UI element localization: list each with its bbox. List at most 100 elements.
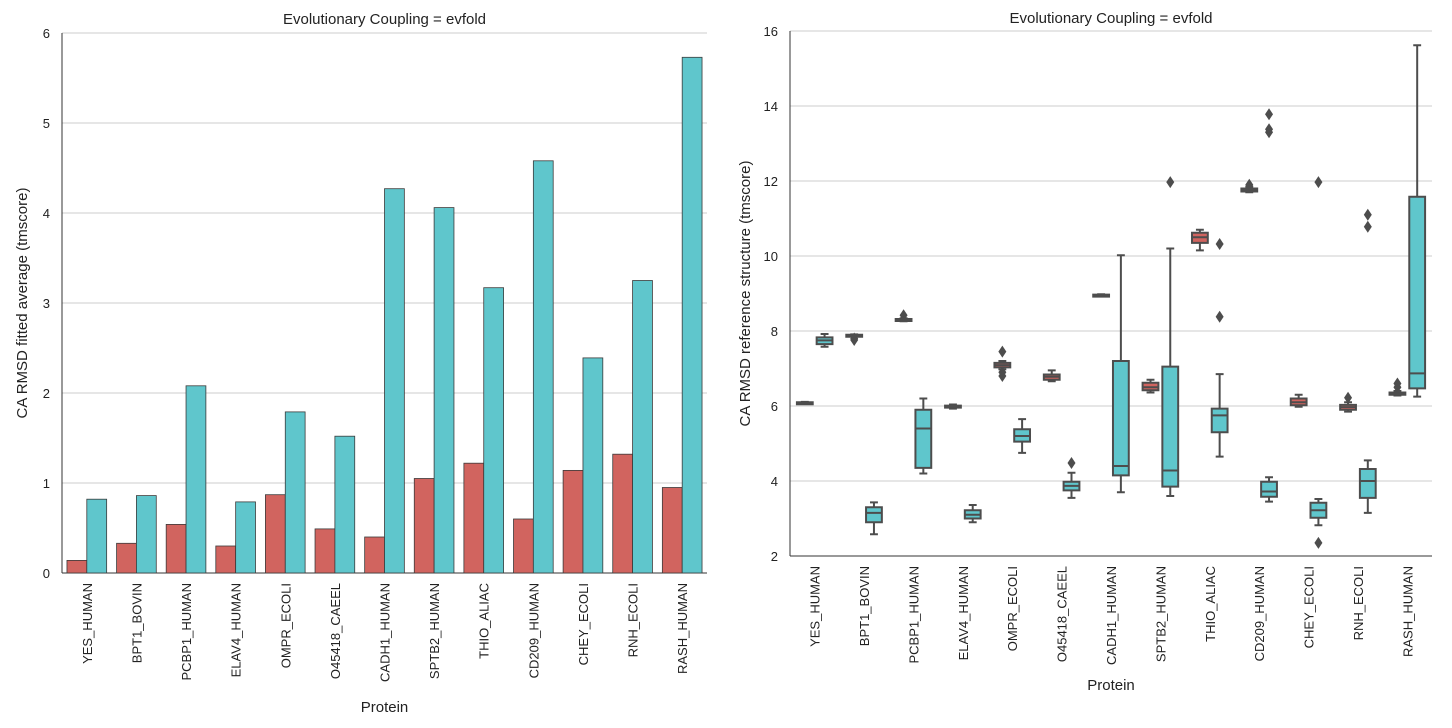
x-tick-label: OMPR_ECOLI bbox=[278, 583, 293, 668]
bar bbox=[513, 518, 534, 574]
y-tick-label: 16 bbox=[764, 24, 778, 39]
bar bbox=[86, 498, 108, 574]
box-flier bbox=[1314, 176, 1323, 189]
bar bbox=[165, 524, 187, 574]
x-tick-label: THIO_ALIAC bbox=[477, 583, 492, 659]
x-tick-label: BPT1_BOVIN bbox=[129, 583, 144, 663]
bar bbox=[413, 478, 435, 574]
bar bbox=[483, 287, 504, 574]
bar bbox=[364, 536, 385, 574]
bar bbox=[314, 528, 336, 574]
bar bbox=[384, 188, 405, 574]
bar bbox=[463, 462, 485, 574]
y-tick-label: 1 bbox=[43, 476, 50, 491]
box-body bbox=[1111, 360, 1130, 477]
x-tick-label: CADH1_HUMAN bbox=[1104, 566, 1119, 665]
y-tick-label: 2 bbox=[771, 549, 778, 564]
box-flier bbox=[1344, 391, 1353, 404]
bar bbox=[661, 487, 683, 574]
bar-chart-panel: 0 1 2 3 4 5 6 YES_HUMAN BPT1_BOVIN PCBP1_HUMAN ELA… bbox=[14, 11, 707, 716]
x-tick-label: CHEY_ECOLI bbox=[576, 583, 591, 665]
x-tick-label: CHEY_ECOLI bbox=[1302, 566, 1317, 648]
x-tick-label: RNH_ECOLI bbox=[1351, 566, 1366, 640]
bar bbox=[265, 494, 286, 574]
bar bbox=[433, 207, 455, 574]
y-tick-label: 6 bbox=[43, 26, 50, 41]
bar bbox=[185, 385, 207, 574]
box-body bbox=[1210, 407, 1229, 434]
box-flier bbox=[1067, 457, 1076, 469]
box-flier bbox=[998, 345, 1007, 358]
bar bbox=[532, 160, 554, 574]
x-tick-label: ELAV4_HUMAN bbox=[956, 566, 971, 660]
box-flier bbox=[1215, 238, 1224, 250]
x-tick-label: PCBP1_HUMAN bbox=[179, 583, 194, 681]
box-flier bbox=[1245, 178, 1254, 191]
x-tick-label: CD209_HUMAN bbox=[526, 583, 541, 678]
x-tick-label: OMPR_ECOLI bbox=[1005, 566, 1020, 651]
x-tick-label: RASH_HUMAN bbox=[675, 583, 690, 674]
y-tick-label: 6 bbox=[771, 399, 778, 414]
x-tick-label: BPT1_BOVIN bbox=[857, 566, 872, 646]
y-tick-label: 0 bbox=[43, 566, 50, 581]
x-tick-label: YES_HUMAN bbox=[80, 583, 95, 664]
box-flier bbox=[1265, 108, 1274, 121]
box-flier bbox=[1314, 536, 1323, 549]
box-flier bbox=[850, 332, 859, 345]
y-tick-label: 10 bbox=[764, 249, 778, 264]
bar bbox=[136, 495, 157, 574]
x-tick-label: SPTB2_HUMAN bbox=[1153, 566, 1168, 662]
x-axis-label: Protein bbox=[1087, 677, 1135, 694]
x-tick-label: SPTB2_HUMAN bbox=[427, 583, 442, 679]
bar bbox=[116, 542, 137, 574]
box-body bbox=[1161, 365, 1180, 488]
box-flier bbox=[1166, 176, 1175, 189]
x-tick-label: O45418_CAEEL bbox=[328, 583, 343, 679]
bar bbox=[582, 357, 604, 574]
chart-title: Evolutionary Coupling = evfold bbox=[1009, 10, 1212, 27]
y-tick-label: 4 bbox=[43, 206, 50, 221]
y-axis-label: CA RMSD reference structure (tmscore) bbox=[737, 161, 754, 427]
y-tick-label: 8 bbox=[771, 324, 778, 339]
bar bbox=[632, 280, 653, 574]
y-tick-label: 5 bbox=[43, 116, 50, 131]
box-flier bbox=[1393, 377, 1402, 390]
bar bbox=[235, 501, 256, 574]
y-tick-label: 3 bbox=[43, 296, 50, 311]
x-tick-label: RASH_HUMAN bbox=[1400, 566, 1415, 657]
x-tick-label: YES_HUMAN bbox=[808, 566, 823, 647]
y-tick-label: 12 bbox=[764, 174, 778, 189]
x-axis-label: Protein bbox=[361, 699, 409, 716]
y-tick-label: 2 bbox=[43, 386, 50, 401]
box-flier bbox=[1363, 208, 1372, 221]
x-tick-label: RNH_ECOLI bbox=[626, 583, 641, 657]
bar bbox=[562, 469, 584, 574]
box-plot-panel: 2 4 6 8 10 12 14 16 YES_HUMAN BPT1_BOVIN PCBP1_HUM… bbox=[737, 10, 1432, 694]
box-body bbox=[865, 506, 883, 524]
box-flier bbox=[998, 366, 1007, 379]
box-body bbox=[1358, 468, 1377, 499]
x-tick-label: ELAV4_HUMAN bbox=[229, 583, 244, 677]
bar bbox=[612, 453, 633, 574]
x-tick-label: PCBP1_HUMAN bbox=[906, 566, 921, 664]
bar bbox=[215, 545, 237, 574]
box-flier bbox=[899, 309, 908, 322]
box-flier bbox=[1215, 310, 1224, 323]
box-flier bbox=[1363, 220, 1372, 233]
box-flier bbox=[1265, 123, 1274, 136]
box-body bbox=[1260, 480, 1278, 498]
x-tick-label: CD209_HUMAN bbox=[1252, 566, 1267, 661]
bar bbox=[66, 560, 88, 574]
y-axis-label: CA RMSD fitted average (tmscore) bbox=[14, 188, 31, 419]
x-tick-label: THIO_ALIAC bbox=[1203, 566, 1218, 642]
bar bbox=[334, 435, 356, 574]
chart-title: Evolutionary Coupling = evfold bbox=[283, 11, 486, 28]
y-tick-label: 4 bbox=[771, 474, 778, 489]
box-body bbox=[1408, 195, 1427, 390]
box-body bbox=[914, 408, 933, 469]
x-tick-label: CADH1_HUMAN bbox=[378, 583, 393, 682]
bar bbox=[284, 411, 306, 574]
bar bbox=[681, 56, 703, 574]
y-tick-label: 14 bbox=[764, 99, 778, 114]
